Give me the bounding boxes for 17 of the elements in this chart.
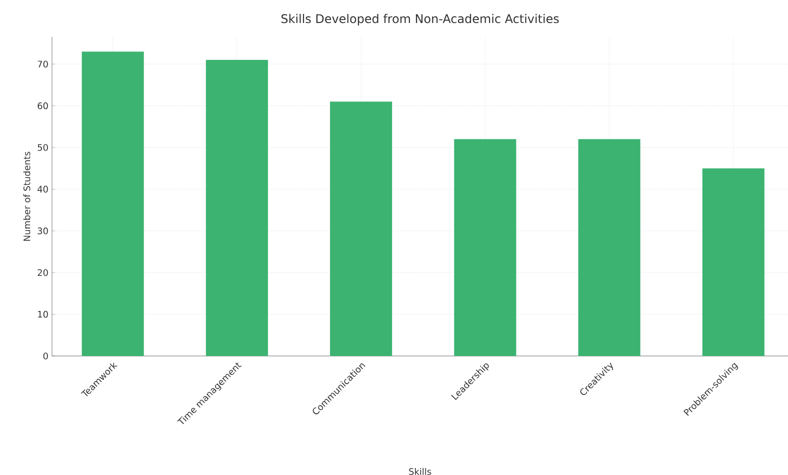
y-tick-label: 60 <box>38 102 48 110</box>
bar <box>454 139 516 356</box>
y-tick-label: 0 <box>43 352 48 360</box>
y-tick-label: 10 <box>38 310 48 318</box>
bar <box>206 60 268 356</box>
chart-title: Skills Developed from Non-Academic Activities <box>281 14 559 26</box>
y-axis-title: Number of Students <box>23 152 30 241</box>
y-tick-label: 50 <box>38 144 48 151</box>
bar <box>702 168 764 356</box>
y-tick-label: 20 <box>38 269 48 276</box>
bar <box>330 102 392 356</box>
bar <box>578 139 640 356</box>
bar <box>82 52 144 356</box>
x-axis-title: Skills <box>409 468 432 475</box>
y-tick-label: 40 <box>38 186 48 193</box>
y-tick-label: 30 <box>38 227 48 234</box>
y-tick-label: 70 <box>38 60 48 68</box>
